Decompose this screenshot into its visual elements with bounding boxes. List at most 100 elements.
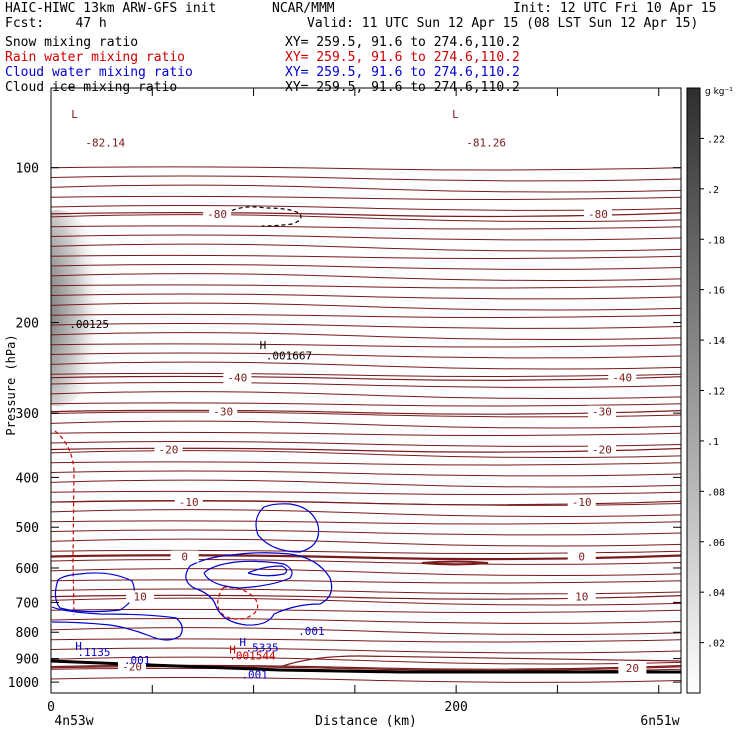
isotherm-line: [51, 263, 681, 270]
isotherm-line: [51, 450, 681, 458]
isotherm-line: [51, 273, 681, 281]
colorbar-tick-label: .04: [707, 588, 725, 599]
isotherm-line: [51, 538, 681, 547]
cloud-contour-left: [54, 572, 135, 613]
field-annotation: .001544: [229, 649, 276, 662]
field-annotation: .001: [241, 669, 268, 682]
legend-cloud-xy: XY= 259.5, 91.6 to 274.6,110.2: [285, 65, 520, 80]
field-annotation: -81.26: [466, 137, 506, 150]
colorbar-tick-label: .12: [707, 387, 725, 398]
x-axis-title: Distance (km): [315, 714, 417, 729]
x-tick-label: 200: [444, 700, 467, 715]
contour-label-bg: [170, 550, 199, 563]
isotherm-labelled: [51, 447, 681, 453]
legend-rain-xy: XY= 259.5, 91.6 to 274.6,110.2: [285, 50, 520, 65]
contour-label: 0: [578, 551, 585, 564]
contour-label-bg: [223, 371, 252, 384]
cloud-contour-center-mid: [203, 560, 293, 589]
snow-shading: [51, 210, 106, 406]
field-annotation: .00125: [69, 318, 109, 331]
isotherm-line: [51, 391, 681, 399]
isotherm-labelled: [51, 212, 681, 218]
legend-snow-label: Snow mixing ratio: [5, 35, 139, 50]
isotherm-line: [51, 343, 681, 348]
contour-label-bg: [118, 660, 147, 673]
colorbar-tick-label: .16: [707, 286, 725, 297]
cloud-contour-center-outer: [185, 552, 333, 626]
field-annotation: .1135: [77, 646, 110, 659]
field-annotation: -82.14: [85, 137, 125, 150]
isotherm-line: [51, 313, 681, 318]
isotherm-line: [51, 520, 681, 525]
contour-label-bg: [567, 496, 596, 509]
isotherm-line: [51, 284, 681, 289]
isotherm-line: [51, 627, 681, 635]
isotherm-line: [51, 225, 681, 230]
rain-contour-left: [54, 430, 75, 616]
isotherm-line: [51, 608, 681, 613]
y-tick-label: 1000: [8, 676, 39, 691]
isotherm-line: [51, 420, 681, 429]
isotherm-line: [51, 490, 681, 495]
contour-label-bg: [209, 405, 238, 418]
isotherm-line: [51, 656, 681, 665]
field-annotation: H: [260, 339, 267, 352]
isotherm-line: [51, 638, 681, 643]
isotherm-line: [51, 322, 681, 329]
contour-label-bg: [203, 207, 232, 220]
y-tick-label: 500: [16, 521, 39, 536]
valid-time: Valid: 11 UTC Sun 12 Apr 15 (08 LST Sun …: [307, 16, 699, 31]
y-tick-label: 300: [16, 407, 39, 422]
contour-label: -10: [572, 496, 592, 509]
colorbar-gradient: [686, 87, 701, 694]
plot-frame: [50, 87, 682, 694]
lower-isotherm: [279, 655, 681, 668]
contour-label: -20: [159, 443, 179, 456]
contour-label: -80: [588, 208, 608, 221]
contour-label: 10: [134, 591, 147, 604]
isotherm-line: [51, 647, 681, 654]
isotherm-line: [51, 529, 681, 536]
colorbar-tick-label: .18: [707, 235, 725, 246]
isotherm-line: [51, 234, 681, 241]
field-annotation: .001: [124, 654, 151, 667]
isotherm-line: [51, 175, 681, 182]
field-annotation: .001: [298, 625, 325, 638]
isotherm-line: [51, 402, 681, 407]
field-annotation: .001667: [266, 350, 312, 363]
contour-label-bg: [608, 371, 637, 384]
y-tick-label: 600: [16, 562, 39, 577]
colorbar-tick-label: .22: [707, 134, 725, 145]
isotherm-line: [51, 352, 681, 359]
isotherm-line: [51, 214, 681, 222]
isotherm-closed-small: [421, 560, 489, 566]
field-annotation: L: [71, 108, 78, 121]
colorbar-tick-label: .1: [707, 437, 719, 448]
y-tick-label: 100: [16, 162, 39, 177]
contour-label: -30: [592, 406, 612, 419]
isotherm-line: [51, 381, 681, 388]
colorbar-tick-label: .02: [707, 639, 725, 650]
isotherm-line: [51, 293, 681, 300]
field-annotation: H: [229, 644, 236, 657]
isotherm-line: [51, 411, 681, 418]
contour-label-bg: [567, 590, 596, 603]
contour-label: -20: [592, 443, 612, 456]
y-axis-title: Pressure (hPa): [4, 334, 18, 435]
ice-contour-top: [225, 206, 302, 227]
field-annotation: L: [452, 108, 459, 121]
isotherm-line: [51, 479, 681, 488]
contour-label-bg: [587, 405, 616, 418]
contour-label: 10: [575, 591, 588, 604]
legend-rain-label: Rain water mixing ratio: [5, 50, 186, 65]
y-tick-label: 400: [16, 471, 39, 486]
init-time: Init: 12 UTC Fri 10 Apr 15: [513, 1, 717, 16]
contour-label: -10: [179, 496, 199, 509]
isotherm-line: [51, 372, 681, 377]
contour-label: -40: [612, 372, 632, 385]
field-annotation: .5335: [245, 642, 278, 655]
forecast-hour: Fcst: 47 h: [5, 16, 107, 31]
model-title: HAIC-HIWC 13km ARW-GFS init: [5, 1, 217, 16]
colorbar-tick-label: .08: [707, 487, 725, 498]
rain-contour-center: [217, 586, 259, 620]
